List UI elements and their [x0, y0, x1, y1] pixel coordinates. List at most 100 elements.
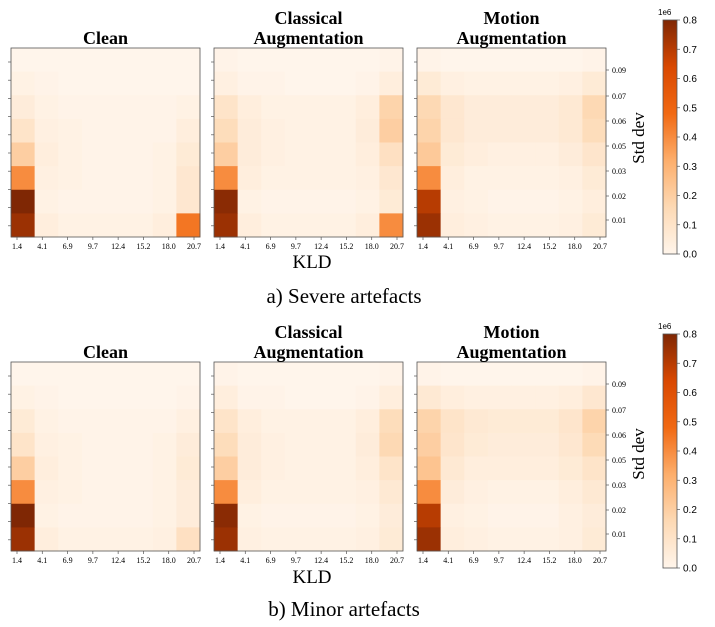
heatmap-cell	[308, 213, 333, 238]
heatmap-cell	[440, 503, 465, 528]
heatmap-cell	[176, 95, 201, 120]
heatmap-cell	[34, 48, 59, 73]
heatmap-cell	[214, 456, 239, 481]
heatmap-cell	[152, 166, 177, 191]
heatmap-cell	[464, 118, 489, 143]
heatmap-cell	[464, 142, 489, 167]
heatmap-cell	[105, 48, 130, 73]
heatmap-cell	[379, 456, 404, 481]
y-tick-label: 0.06	[612, 431, 626, 440]
heatmap-cell	[379, 95, 404, 120]
heatmap-cell	[11, 409, 36, 434]
heatmap-cell	[11, 48, 36, 73]
colorbar	[662, 19, 678, 255]
panel-frame	[10, 47, 201, 238]
heatmap-cell	[355, 48, 380, 73]
heatmap-cell	[81, 480, 106, 505]
heatmap-cell	[261, 480, 286, 505]
heatmap-cell	[237, 95, 262, 120]
heatmap-cell	[176, 142, 201, 167]
heatmap-cell	[487, 71, 512, 96]
heatmap-cell	[535, 213, 560, 238]
heatmap-cell	[11, 385, 36, 410]
heatmap-cell	[487, 189, 512, 214]
heatmap-cell	[152, 503, 177, 528]
heatmap-cell	[152, 362, 177, 387]
heatmap-cell	[58, 409, 83, 434]
heatmap-cell	[152, 95, 177, 120]
heatmap-cell	[379, 409, 404, 434]
heatmap-cell	[332, 213, 357, 238]
heatmap-cell	[440, 409, 465, 434]
heatmap-cell	[379, 166, 404, 191]
heatmap-cell	[237, 385, 262, 410]
heatmap-cell	[11, 456, 36, 481]
heatmap-cell	[81, 48, 106, 73]
heatmap-cell	[464, 48, 489, 73]
heatmap-cell	[11, 213, 36, 238]
heatmap-cell	[308, 456, 333, 481]
colorbar-tick-label: 0.0	[683, 250, 697, 261]
heatmap-cell	[237, 527, 262, 552]
x-axis-label: KLD	[292, 252, 331, 273]
heatmap-cell	[152, 71, 177, 96]
heatmap-cell	[152, 142, 177, 167]
heatmap-cell	[379, 527, 404, 552]
panel-title: Clean	[83, 28, 128, 48]
heatmap-cell	[417, 456, 442, 481]
heatmap-cell	[214, 503, 239, 528]
heatmap-cell	[152, 456, 177, 481]
heatmap-cell	[81, 213, 106, 238]
x-tick-label: 20.7	[390, 242, 404, 251]
heatmap-cell	[487, 503, 512, 528]
heatmap-cell	[129, 166, 154, 191]
colorbar-scale-label: 1e6	[658, 8, 672, 17]
heatmap-cell	[237, 142, 262, 167]
heatmap-cell	[58, 118, 83, 143]
x-tick-label: 1.4	[215, 242, 225, 251]
x-tick-label: 18.0	[568, 242, 582, 251]
heatmap-cell	[58, 456, 83, 481]
heatmap-cell	[417, 213, 442, 238]
x-tick-label: 9.7	[88, 242, 98, 251]
x-tick-label: 12.4	[314, 556, 328, 565]
heatmap-cell	[58, 71, 83, 96]
colorbar-tick-label: 0.3	[683, 476, 697, 487]
heatmap-cell	[214, 189, 239, 214]
heatmap-cell	[558, 456, 583, 481]
heatmap-cell	[105, 503, 130, 528]
heatmap-cell	[214, 527, 239, 552]
heatmap-cell	[105, 95, 130, 120]
heatmap-cell	[582, 385, 607, 410]
heatmap-cell	[214, 385, 239, 410]
heatmap-cell	[332, 362, 357, 387]
heatmap-cell	[464, 213, 489, 238]
heatmap-cell	[332, 48, 357, 73]
heatmap-cell	[81, 432, 106, 457]
heatmap-cell	[11, 362, 36, 387]
heatmap-panel: Clean 1.4 4.1 6.9 9.7 12.4 15.2 18.0 20.7	[8, 28, 201, 251]
heatmap-cell	[81, 118, 106, 143]
heatmap-cell	[355, 432, 380, 457]
heatmap-cell	[284, 48, 309, 73]
heatmap-cell	[176, 503, 201, 528]
heatmap-cell	[105, 142, 130, 167]
heatmap-cell	[129, 71, 154, 96]
heatmap-cell	[261, 166, 286, 191]
x-tick-label: 9.7	[291, 242, 301, 251]
heatmap-cell	[582, 362, 607, 387]
heatmap-cell	[582, 95, 607, 120]
heatmap-cell	[355, 118, 380, 143]
heatmap-cell	[11, 166, 36, 191]
heatmap-cell	[332, 71, 357, 96]
panel-title: Classical	[274, 8, 342, 28]
heatmap-cell	[511, 409, 536, 434]
heatmap-cell	[440, 213, 465, 238]
x-tick-label: 20.7	[187, 556, 201, 565]
heatmap-cell	[105, 432, 130, 457]
x-tick-label: 1.4	[418, 556, 428, 565]
heatmap-cell	[214, 95, 239, 120]
heatmap-cell	[440, 456, 465, 481]
heatmap-cell	[417, 503, 442, 528]
